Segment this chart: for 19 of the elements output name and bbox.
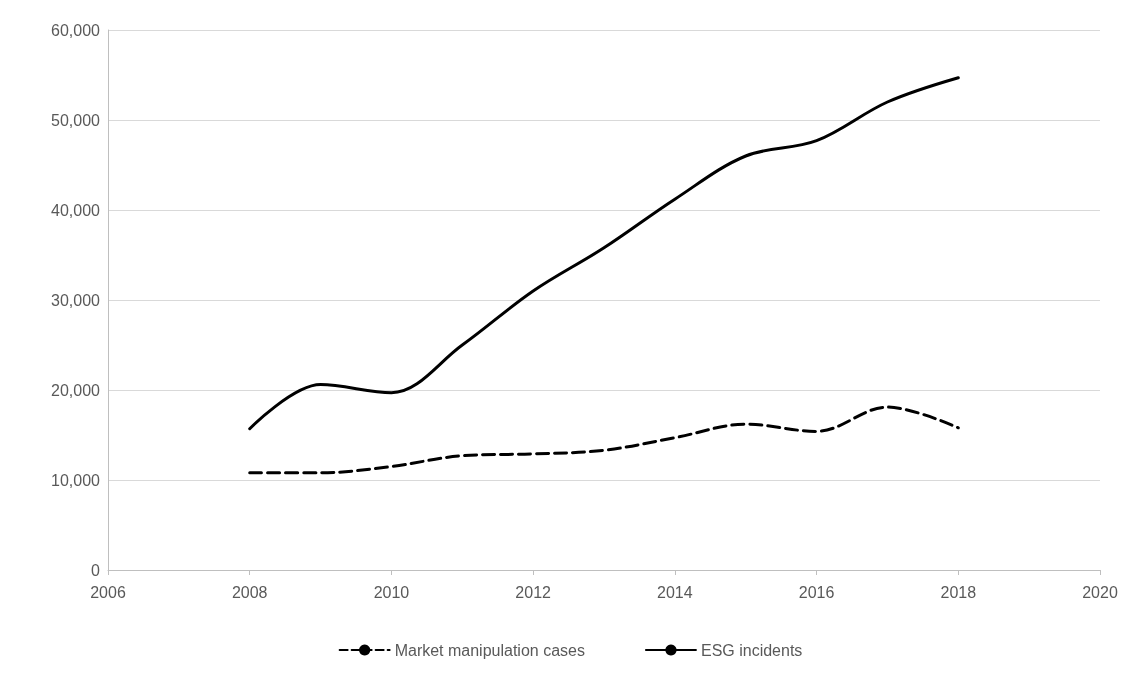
y-tick-label: 20,000 (51, 381, 101, 399)
x-tick-label: 2006 (90, 583, 126, 601)
line-series (248, 76, 960, 431)
y-tick-label: 10,000 (51, 471, 101, 489)
x-tick-label: 2010 (373, 583, 410, 601)
y-tick-label: 60,000 (51, 21, 101, 39)
y-tick-label: 0 (91, 561, 101, 579)
legend-label: Market manipulation cases (394, 641, 585, 659)
x-tick-label: 2014 (657, 583, 693, 601)
x-tick-label: 2016 (798, 583, 835, 601)
line-series (248, 405, 960, 475)
x-tick-label: 2012 (515, 583, 552, 601)
x-tick-label: 2020 (1082, 583, 1118, 601)
x-tick-label: 2008 (231, 583, 268, 601)
y-tick-label: 50,000 (51, 111, 101, 129)
y-tick-label: 40,000 (51, 201, 101, 219)
y-tick-label: 30,000 (51, 291, 101, 309)
legend-label: ESG incidents (700, 641, 803, 659)
x-tick-label: 2018 (940, 583, 977, 601)
